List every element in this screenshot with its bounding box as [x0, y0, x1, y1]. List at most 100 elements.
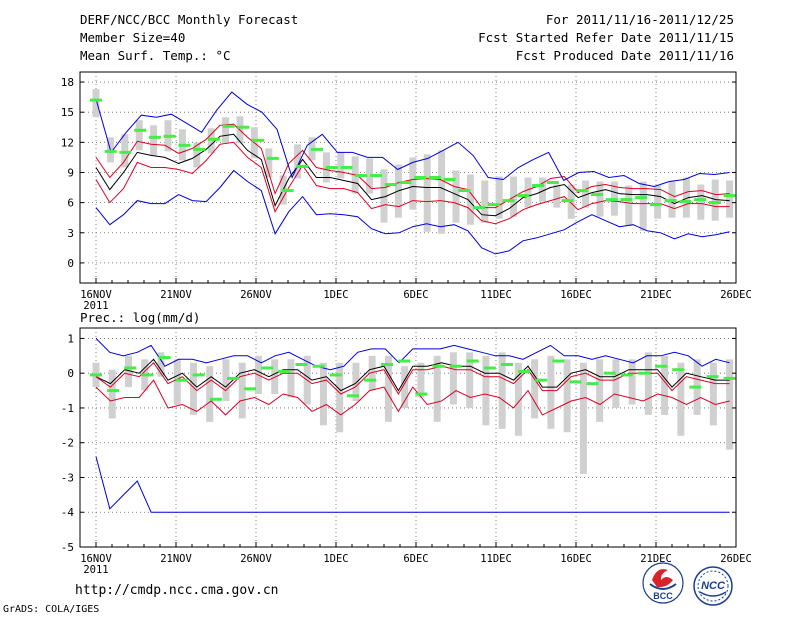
temp-median-marker	[148, 135, 161, 139]
temp-median-marker	[679, 200, 692, 204]
prec-xtick-label: 11DEC	[480, 553, 512, 565]
temp-spread-box	[625, 185, 633, 226]
temp-plot-frame	[79, 71, 737, 284]
fcst-started-label: Fcst Started Refer Date 2011/11/15	[478, 30, 734, 45]
temp-spread-box	[121, 134, 129, 168]
prec-spread-box	[709, 362, 717, 426]
temp-spread-box	[639, 181, 647, 231]
temp-median-marker	[90, 98, 102, 102]
temp-median-marker	[369, 173, 382, 177]
temp-median-marker	[207, 137, 220, 141]
temp-median-marker	[708, 201, 721, 205]
prec-median-marker	[295, 363, 308, 366]
temp-xtick-label: 1DEC	[323, 289, 348, 301]
prec-median-marker	[192, 373, 205, 377]
temp-spread-box	[380, 169, 388, 223]
prec-median-marker	[723, 376, 736, 380]
temp-spread-box	[265, 148, 273, 178]
temp-spread-box	[711, 179, 719, 221]
prec-ytick-label: 1	[67, 332, 74, 345]
bcc-logo: BCC	[642, 562, 684, 604]
prec-spread-box	[319, 362, 327, 426]
prec-median-marker	[141, 373, 154, 377]
figure-title: DERF/NCC/BCC Monthly Forecast	[80, 12, 299, 27]
temp-median-marker	[178, 143, 191, 147]
prec-median-marker	[158, 356, 171, 360]
temp-median-marker	[694, 198, 707, 202]
temp-median-marker	[664, 199, 677, 203]
temp-median-marker	[104, 149, 117, 153]
temp-xtick-label: 21DEC	[640, 289, 672, 301]
temp-median-marker	[399, 181, 412, 185]
prec-xtick-label: 26NOV	[240, 553, 272, 565]
temp-ytick-label: 9	[67, 166, 74, 179]
prec-spread-box	[352, 362, 360, 401]
prec-spread-box	[661, 355, 669, 415]
prec-spread-box	[173, 359, 181, 405]
temp-spread-box	[466, 174, 474, 225]
temp-median-marker	[428, 176, 441, 179]
prec-xtick-label: 26DEC	[720, 553, 752, 565]
prec-spread-box	[368, 355, 376, 391]
prec-median-marker	[706, 375, 719, 379]
temp-spread-box	[582, 180, 590, 208]
temp-spread-box	[538, 177, 546, 202]
temp-median-marker	[193, 147, 206, 151]
prec-median-marker	[415, 392, 428, 396]
temp-median-marker	[605, 198, 618, 202]
prec-median-marker	[124, 366, 137, 370]
prec-spread-box	[206, 366, 214, 422]
prec-median-marker	[637, 371, 650, 375]
prec-median-marker	[261, 366, 274, 370]
prec-xtick-label: 21NOV	[160, 553, 192, 565]
source-url: http://cmdp.ncc.cma.gov.cn	[75, 583, 279, 598]
prec-spread-box	[726, 359, 734, 450]
temp-median-marker	[296, 164, 309, 168]
prec-median-marker	[535, 378, 548, 382]
temp-spread-box	[92, 89, 100, 118]
prec-year-label: 2011	[83, 564, 108, 576]
prec-spread-box	[547, 355, 555, 429]
temp-spread-box	[682, 177, 690, 218]
period-label: For 2011/11/16-2011/12/25	[545, 12, 734, 27]
temp-ytick-label: 15	[61, 106, 74, 119]
temp-xtick-label: 11DEC	[480, 289, 512, 301]
precip-panel-title: Prec.: log(mm/d)	[80, 310, 201, 325]
temp-spread-box	[438, 150, 446, 234]
prec-ytick-label: -5	[61, 541, 74, 554]
temp-ytick-label: 0	[67, 257, 74, 270]
temp-median-marker	[590, 193, 603, 197]
temp-median-marker	[311, 147, 324, 151]
temp-median-marker	[340, 165, 353, 169]
temp-spread-box	[495, 176, 503, 219]
prec-median-marker	[552, 359, 565, 363]
prec-median-marker	[312, 364, 325, 368]
temp-xtick-label: 16NOV	[80, 289, 112, 301]
temp-spread-box	[366, 158, 374, 194]
prec-median-marker	[209, 397, 222, 401]
temp-series-max2	[95, 123, 730, 209]
temp-ytick-label: 6	[67, 197, 74, 210]
prec-median-marker	[569, 380, 582, 384]
prec-median-marker	[398, 359, 411, 363]
ncc-logo: NCC	[693, 566, 733, 606]
prec-spread-box	[108, 369, 116, 419]
temp-ytick-label: 3	[67, 227, 74, 240]
temp-median-marker	[134, 128, 147, 132]
prec-spread-box	[384, 355, 392, 422]
temp-median-marker	[546, 181, 559, 185]
variable-label: Mean Surf. Temp.: °C	[80, 48, 231, 63]
prec-median-marker	[346, 394, 359, 398]
prec-spread-box	[238, 362, 246, 419]
temp-spread-box	[553, 184, 561, 208]
prec-spread-box	[644, 352, 652, 415]
temp-ytick-label: 12	[61, 136, 74, 149]
prec-median-marker	[620, 373, 633, 377]
temp-median-marker	[222, 124, 235, 128]
prec-median-marker	[689, 385, 702, 389]
temp-year-label: 2011	[83, 300, 108, 312]
temp-xtick-label: 6DEC	[403, 289, 428, 301]
temp-series-mean	[95, 133, 730, 217]
